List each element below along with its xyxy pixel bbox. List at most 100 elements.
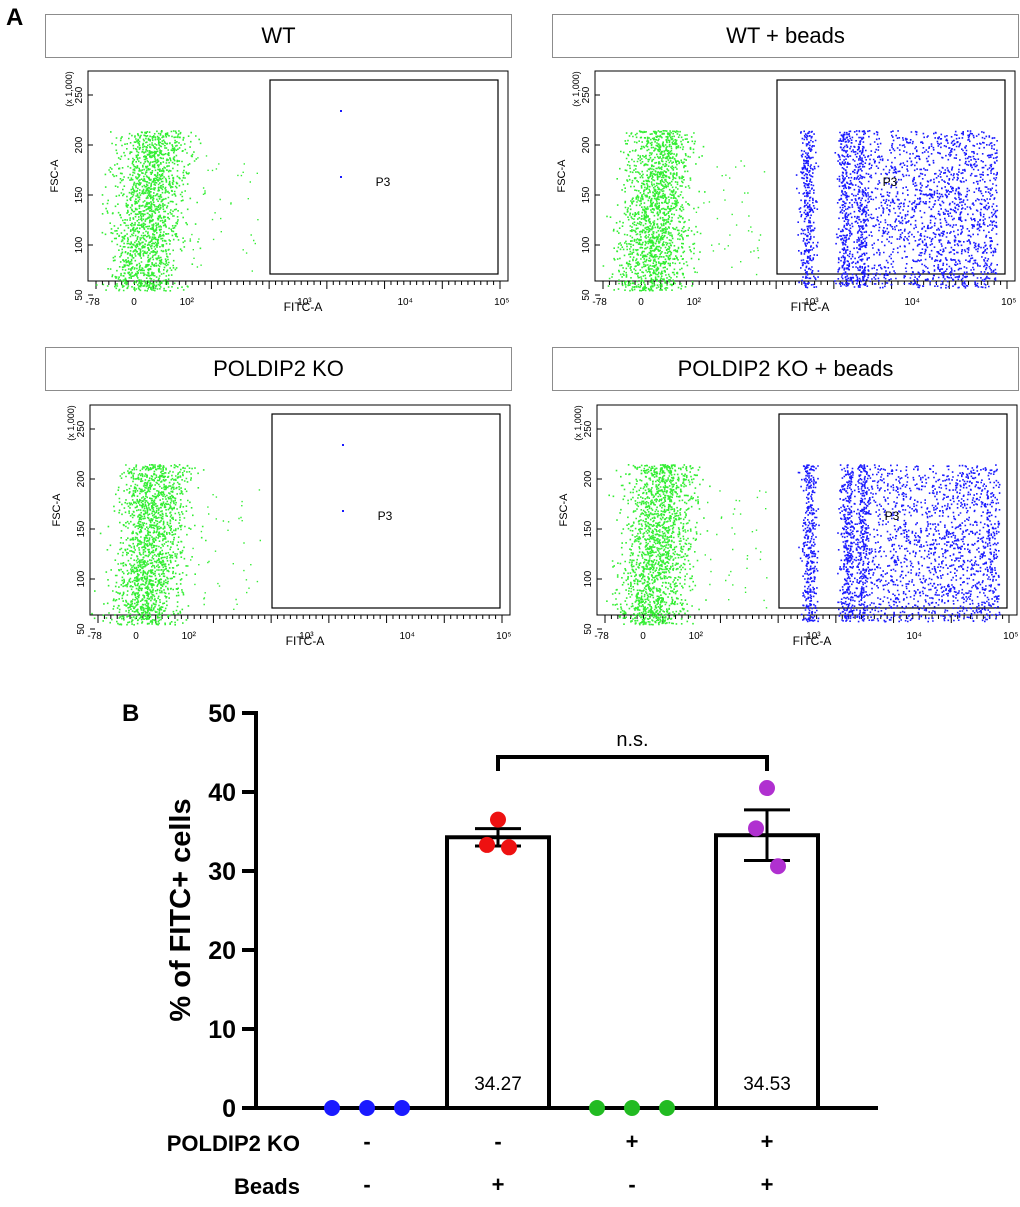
bar-value-label: 34.53 [743,1074,791,1095]
data-point [501,839,517,856]
flow-plot-frame [596,404,1018,616]
flow-y-tick-label: 250 [583,420,594,437]
condition-row-label: Beads [234,1174,300,1199]
bar-y-tick-label: 20 [208,937,236,965]
flow-x-tick-label: 10³ [804,297,819,308]
bar [445,835,551,1111]
flow-x-axis-label: FITC-A [284,300,323,314]
flow-x-tick-label: 10⁵ [1001,297,1016,308]
bar-y-tick-label: 0 [222,1095,236,1123]
data-point [748,820,764,837]
flow-y-tick-label: 150 [74,186,85,203]
flow-plot-title-ko-beads: POLDIP2 KO + beads [552,347,1019,391]
flow-plot-frame [87,70,509,282]
flow-positive-event [342,444,344,446]
bar [714,833,820,1110]
flow-x-tick-label: -78 [592,297,607,308]
flow-x-tick-label: 0 [640,631,646,642]
flow-plot-2: 50 100 150 200 250(x 1,000) FSC-A -78 0 10² 10³ 10… [51,404,511,648]
flow-plot-title-wt-beads: WT + beads [552,14,1019,58]
data-point [394,1100,410,1116]
flow-y-axis-label: FSC-A [49,159,61,193]
data-point [324,1100,340,1116]
flow-x-tick-label: 10⁵ [496,631,511,642]
flow-negative-population [606,464,768,626]
flow-plot-0: 50 100 150 200 250(x 1,000) FSC-A -78 0 10² 10³ 10… [49,70,509,314]
data-point [770,858,786,875]
flow-gate-label: P3 [883,175,898,189]
flow-x-tick-label: 10⁴ [904,297,919,308]
flow-x-tick-label: 10³ [806,631,821,642]
bar-value-label: 34.27 [474,1074,522,1095]
flow-positive-event [342,510,344,512]
flow-x-tick-label: 10² [689,631,704,642]
flow-x-tick-label: -78 [87,631,102,642]
flow-y-tick-label: 100 [76,570,87,587]
flow-y-tick-label: 250 [581,86,592,103]
data-point [759,780,775,797]
flow-y-tick-label: 100 [583,570,594,587]
flow-plot-title-wt: WT [45,14,512,58]
flow-plot-frame [594,70,1016,282]
flow-positive-population [795,130,999,289]
flow-y-tick-label: 200 [581,136,592,153]
data-point [659,1100,675,1116]
panel-a-letter: A [6,4,24,31]
flow-negative-population [95,130,259,292]
flow-x-tick-label: -78 [85,297,100,308]
flow-y-tick-label: 150 [581,186,592,203]
flow-y-scale-note: (x 1,000) [571,71,581,107]
flow-x-tick-label: 0 [133,631,139,642]
flow-gate-p3 [778,413,1008,609]
flow-y-tick-label: 50 [76,623,87,635]
flow-x-axis-label: FITC-A [793,634,832,648]
bar-y-tick-label: 40 [208,779,236,807]
flow-plot-title-ko: POLDIP2 KO [45,347,512,391]
flow-plot-1: 50 100 150 200 250(x 1,000) FSC-A -78 0 10² 10³ 10… [556,70,1016,314]
bar-y-tick-label: 10 [208,1016,236,1044]
flow-y-axis-label: FSC-A [558,493,570,527]
condition-value: - [494,1129,501,1154]
data-point [479,836,495,853]
flow-x-tick-label: 10² [182,631,197,642]
flow-y-scale-note: (x 1,000) [66,405,76,441]
flow-x-tick-label: 10² [180,297,195,308]
condition-row-label: POLDIP2 KO [167,1131,300,1156]
flow-y-tick-label: 50 [581,289,592,301]
flow-positive-population [797,464,1001,623]
data-point [490,811,506,828]
flow-x-tick-label: 10⁴ [397,297,412,308]
flow-negative-population [602,130,766,292]
flow-plot-3: 50 100 150 200 250(x 1,000) FSC-A -78 0 10² 10³ 10… [558,404,1018,648]
flow-gate-p3 [269,79,499,275]
condition-value: - [363,1172,370,1197]
panel-b-letter: B [122,700,140,727]
flow-gate-p3 [271,413,501,609]
condition-value: + [492,1172,505,1197]
data-point [359,1100,375,1116]
data-point [624,1100,640,1116]
flow-gate-label: P3 [376,175,391,189]
flow-positive-event [340,110,342,112]
flow-x-tick-label: 10⁴ [399,631,414,642]
condition-value: - [363,1129,370,1154]
flow-x-tick-label: 10⁵ [494,297,509,308]
condition-value: + [626,1129,639,1154]
flow-x-axis-label: FITC-A [286,634,325,648]
condition-value: + [761,1129,774,1154]
flow-y-axis-label: FSC-A [556,159,568,193]
flow-y-tick-label: 250 [74,86,85,103]
condition-value: + [761,1172,774,1197]
flow-y-tick-label: 150 [583,520,594,537]
flow-y-tick-label: 100 [581,236,592,253]
flow-x-tick-label: 0 [131,297,137,308]
flow-x-tick-label: 10⁵ [1003,631,1018,642]
condition-value: - [628,1172,635,1197]
bar-y-tick-label: 30 [208,858,236,886]
flow-plot-frame [89,404,511,616]
flow-gate-label: P3 [885,509,900,523]
flow-y-tick-label: 50 [74,289,85,301]
flow-x-tick-label: 10⁴ [906,631,921,642]
flow-x-tick-label: 10² [687,297,702,308]
